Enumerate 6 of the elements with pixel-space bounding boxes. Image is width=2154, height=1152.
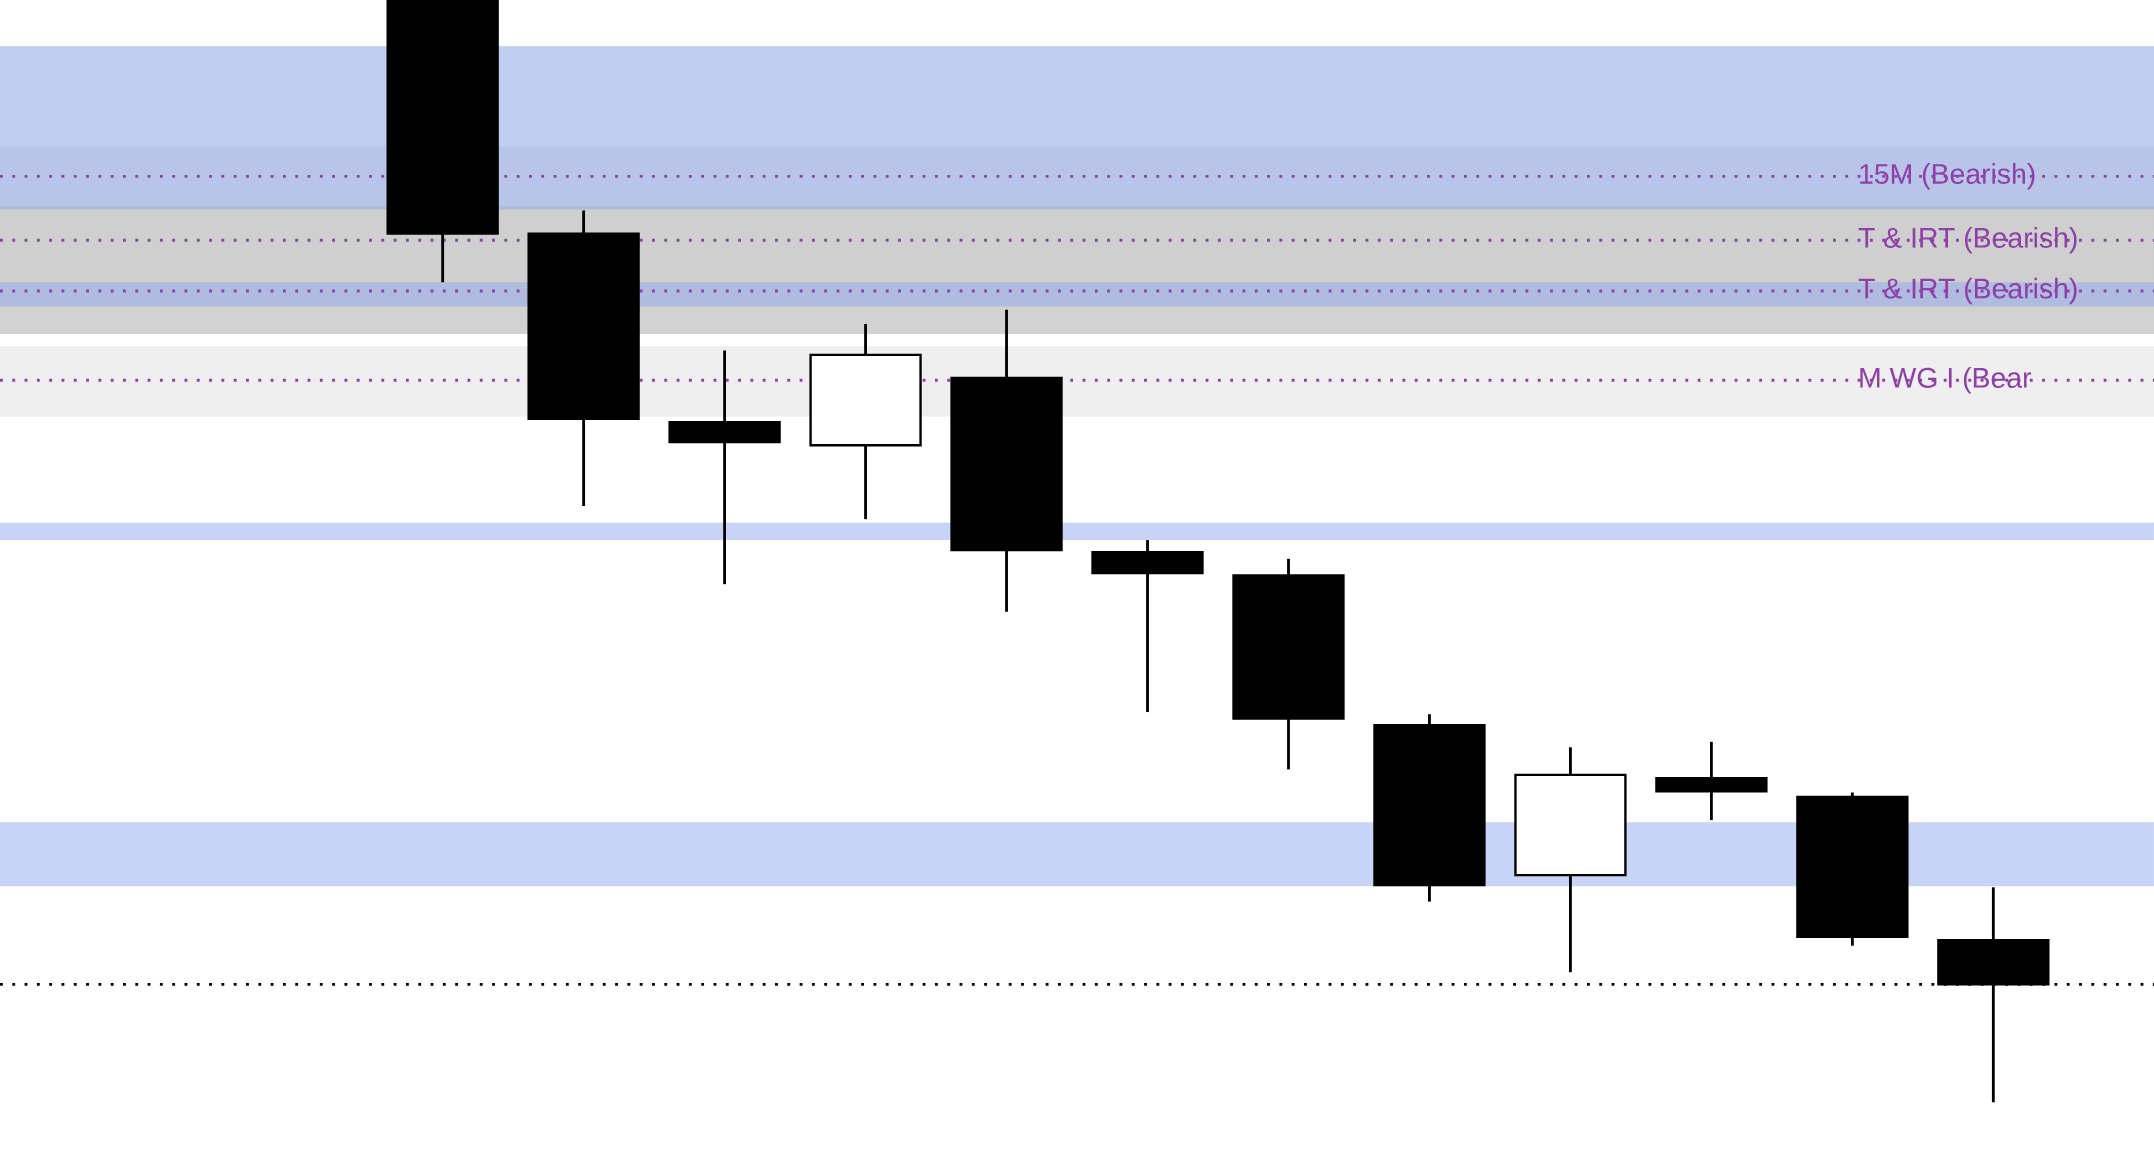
ref-line-label: M WG I (Bear <box>1860 367 2032 394</box>
candlestick <box>668 349 781 586</box>
ref-line-label: T & IRT (Bearish) <box>1858 227 2077 254</box>
candlestick <box>1091 538 1204 714</box>
ref-line-label: T & IRT (Bearish) <box>1858 277 2077 305</box>
ref-line-label: 15M (Bearish) <box>1860 163 2035 190</box>
